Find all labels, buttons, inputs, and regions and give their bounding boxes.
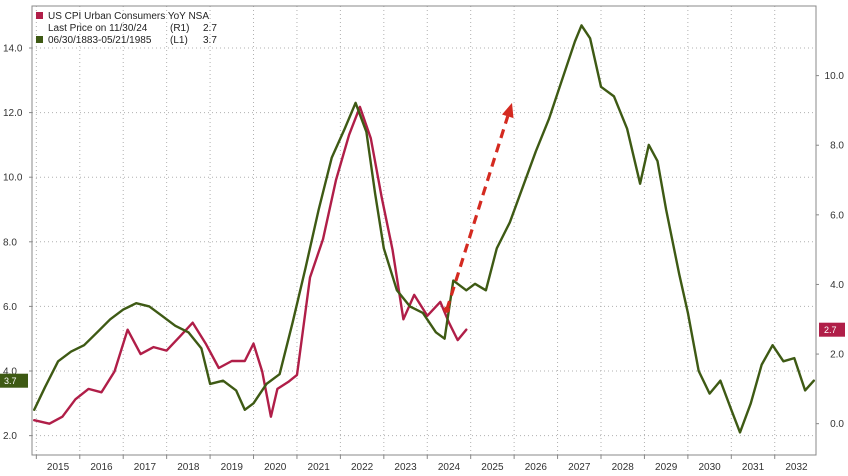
left-tick-label: 4.0 bbox=[3, 367, 17, 378]
legend-title: US CPI Urban Consumers YoY NSA bbox=[48, 11, 209, 22]
left-tick-label: 12.0 bbox=[3, 108, 23, 119]
left-tick-label: 14.0 bbox=[3, 43, 23, 54]
x-tick-label: 2019 bbox=[221, 462, 244, 473]
right-tick-label: 6.0 bbox=[830, 210, 844, 221]
legend-swatch-cpi bbox=[36, 12, 43, 19]
x-tick-label: 2032 bbox=[785, 462, 808, 473]
arrow-head bbox=[502, 102, 514, 119]
series-layer bbox=[33, 24, 815, 434]
right-tick-label: 4.0 bbox=[830, 280, 844, 291]
dashed-arrow-line bbox=[445, 115, 510, 311]
series-line-0 bbox=[33, 105, 468, 425]
legend-label-cpi: Last Price on 11/30/24 bbox=[48, 23, 148, 34]
left-value-badge: 3.7 bbox=[0, 373, 28, 388]
left-tick-label: 2.0 bbox=[3, 431, 17, 442]
x-tick-label: 2022 bbox=[351, 462, 374, 473]
legend-swatch-analog bbox=[36, 36, 43, 43]
legend-value-analog: 3.7 bbox=[203, 35, 217, 46]
right-tick-label: 10.0 bbox=[825, 71, 845, 82]
x-tick-label: 2020 bbox=[264, 462, 287, 473]
left-tick-label: 8.0 bbox=[3, 237, 17, 248]
series-line-1 bbox=[33, 24, 815, 434]
left-badge-text: 3.7 bbox=[4, 376, 17, 386]
annotation-layer bbox=[443, 102, 514, 313]
legend-label-analog: 06/30/1883-05/21/1985 bbox=[48, 35, 152, 46]
right-tick-label: 2.0 bbox=[830, 350, 844, 361]
legend-axis-analog: (L1) bbox=[170, 35, 188, 46]
x-tick-label: 2018 bbox=[177, 462, 200, 473]
legend-axis-cpi: (R1) bbox=[170, 23, 189, 34]
x-tick-label: 2017 bbox=[134, 462, 157, 473]
grid-lines bbox=[32, 6, 816, 455]
x-tick-label: 2029 bbox=[655, 462, 678, 473]
right-badge-background bbox=[819, 322, 845, 337]
right-value-badge: 2.7 bbox=[819, 322, 845, 337]
x-tick-label: 2031 bbox=[742, 462, 765, 473]
x-tick-label: 2030 bbox=[698, 462, 721, 473]
x-tick-label: 2025 bbox=[481, 462, 504, 473]
x-tick-label: 2024 bbox=[438, 462, 461, 473]
left-tick-label: 6.0 bbox=[3, 302, 17, 313]
x-tick-label: 2026 bbox=[525, 462, 548, 473]
axes-layer: 2015 2016 2017 2018 2019 2020 2021 2022 2023 2024… bbox=[3, 5, 845, 473]
right-tick-label: 8.0 bbox=[830, 141, 844, 152]
x-tick-label: 2028 bbox=[612, 462, 635, 473]
x-tick-label: 2027 bbox=[568, 462, 591, 473]
x-tick-label: 2023 bbox=[394, 462, 417, 473]
x-tick-label: 2021 bbox=[308, 462, 331, 473]
left-badge-background bbox=[0, 373, 28, 388]
legend: US CPI Urban Consumers YoY NSA Last Pric… bbox=[36, 11, 217, 46]
right-tick-label: 0.0 bbox=[830, 419, 844, 430]
x-tick-label: 2015 bbox=[47, 462, 70, 473]
left-tick-label: 10.0 bbox=[3, 173, 23, 184]
legend-value-cpi: 2.7 bbox=[203, 23, 217, 34]
plot-frame bbox=[31, 5, 817, 456]
right-badge-text: 2.7 bbox=[824, 325, 837, 335]
x-tick-label: 2016 bbox=[90, 462, 113, 473]
